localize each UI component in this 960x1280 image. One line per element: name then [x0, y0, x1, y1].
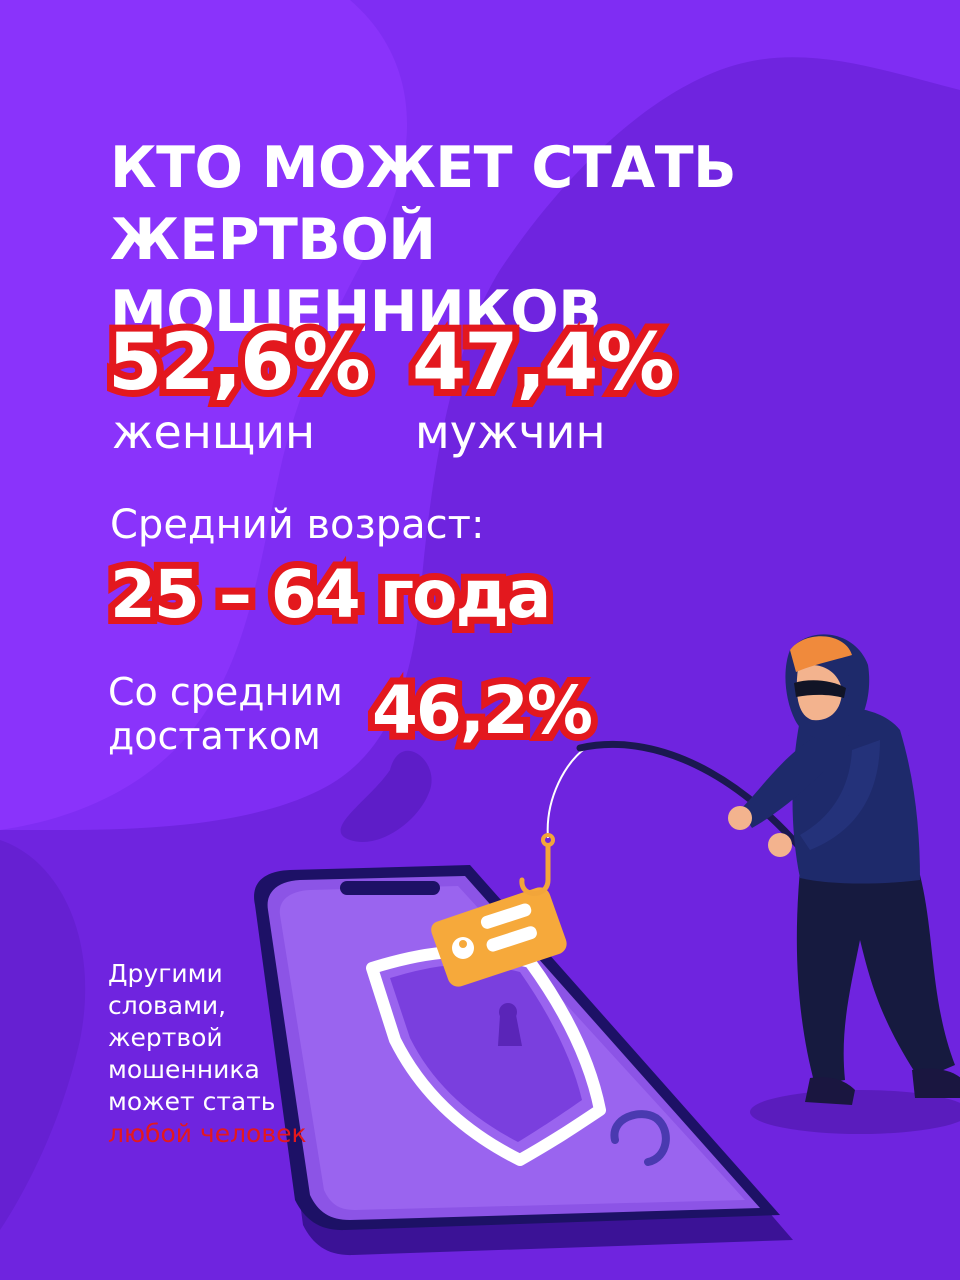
page-title: КТО МОЖЕТ СТАТЬ ЖЕРТВОЙ МОШЕННИКОВ	[110, 132, 930, 348]
wealth-percent: 46,2%	[365, 665, 600, 756]
note-highlight: любой человек	[108, 1119, 307, 1148]
average-age-label: Средний возраст:	[110, 502, 485, 548]
age-range-value: 25 – 64 года	[103, 549, 558, 640]
men-percent: 47,4%	[405, 311, 682, 415]
fishing-line	[546, 744, 591, 839]
title-line-1: КТО МОЖЕТ СТАТЬ	[110, 135, 737, 201]
hacker-illustration	[728, 634, 960, 1134]
women-label: женщин	[112, 405, 316, 459]
title-line-2: ЖЕРТВОЙ МОШЕННИКОВ	[110, 207, 602, 345]
loading-icon	[610, 1110, 670, 1166]
wealth-label: Со средним достатком	[108, 670, 343, 758]
message-card-icon	[431, 887, 567, 987]
women-percent: 52,6%	[101, 311, 378, 415]
fishing-hook-icon	[519, 833, 555, 896]
conclusion-note: Другими словами, жертвой мошенника может…	[108, 958, 348, 1150]
men-label: мужчин	[415, 405, 606, 459]
note-text: Другими словами, жертвой мошенника может…	[108, 959, 276, 1116]
